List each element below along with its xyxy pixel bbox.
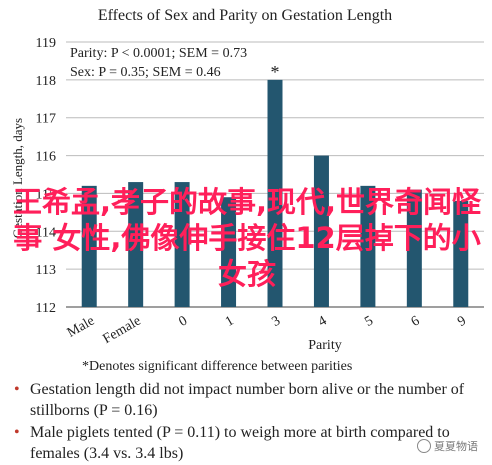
x-tick-label: 0 (177, 313, 191, 329)
y-axis-label: Gestation Length, days (10, 118, 25, 238)
notes-list: • Gestation length did not impact number… (14, 379, 484, 465)
x-tick-label: Female (100, 313, 143, 347)
y-tick-label: 118 (36, 74, 56, 89)
x-tick-label: 9 (455, 313, 469, 329)
y-tick-label: 116 (36, 150, 56, 165)
y-tick-label: 115 (36, 187, 56, 202)
x-tick-label: Male (65, 313, 97, 340)
x-tick-label: 4 (316, 313, 330, 329)
bar-0 (174, 182, 190, 307)
bullet-icon: • (14, 424, 20, 441)
y-tick-label: 113 (36, 263, 56, 278)
y-tick-label: 114 (36, 225, 56, 240)
x-axis-label: Parity (308, 338, 341, 353)
bar-male (81, 185, 97, 307)
x-tick-label: 5 (362, 313, 376, 329)
bar-6 (406, 189, 422, 307)
footnote: *Denotes significant difference between … (82, 359, 352, 374)
bar-3 (267, 79, 283, 307)
note-item: • Gestation length did not impact number… (14, 379, 484, 421)
bar-5 (360, 185, 376, 307)
y-tick-labels: 112 113 114 115 116 117 118 119 (36, 36, 56, 316)
bar-9 (453, 201, 469, 307)
wechat-icon (417, 439, 431, 453)
stats-text-sex: Sex: P = 0.35; SEM = 0.46 (70, 65, 221, 80)
bars (81, 79, 469, 307)
bar-1 (221, 197, 237, 307)
x-tick-label: 1 (223, 313, 237, 329)
bullet-icon: • (14, 381, 20, 398)
watermark: 夏夏物语 (417, 438, 478, 454)
significance-annotation: * (271, 62, 280, 82)
y-tick-label: 117 (36, 112, 56, 127)
bar-female (128, 182, 144, 307)
y-tick-label: 112 (36, 301, 56, 316)
stats-text-parity: Parity: P < 0.0001; SEM = 0.73 (70, 46, 247, 61)
y-tick-label: 119 (36, 36, 56, 51)
watermark-text: 夏夏物语 (434, 440, 478, 453)
note-text: Male piglets tented (P = 0.11) to weigh … (30, 424, 450, 462)
bar-4 (313, 155, 329, 307)
x-tick-labels: Male Female 0 1 3 4 5 6 9 (65, 313, 469, 347)
chart-title: Effects of Sex and Parity on Gestation L… (98, 7, 392, 24)
x-tick-label: 6 (409, 313, 423, 329)
x-tick-label: 3 (269, 313, 283, 329)
note-text: Gestation length did not impact number b… (30, 381, 465, 419)
note-item: • Male piglets tented (P = 0.11) to weig… (14, 422, 484, 464)
annotations: * (271, 62, 280, 82)
